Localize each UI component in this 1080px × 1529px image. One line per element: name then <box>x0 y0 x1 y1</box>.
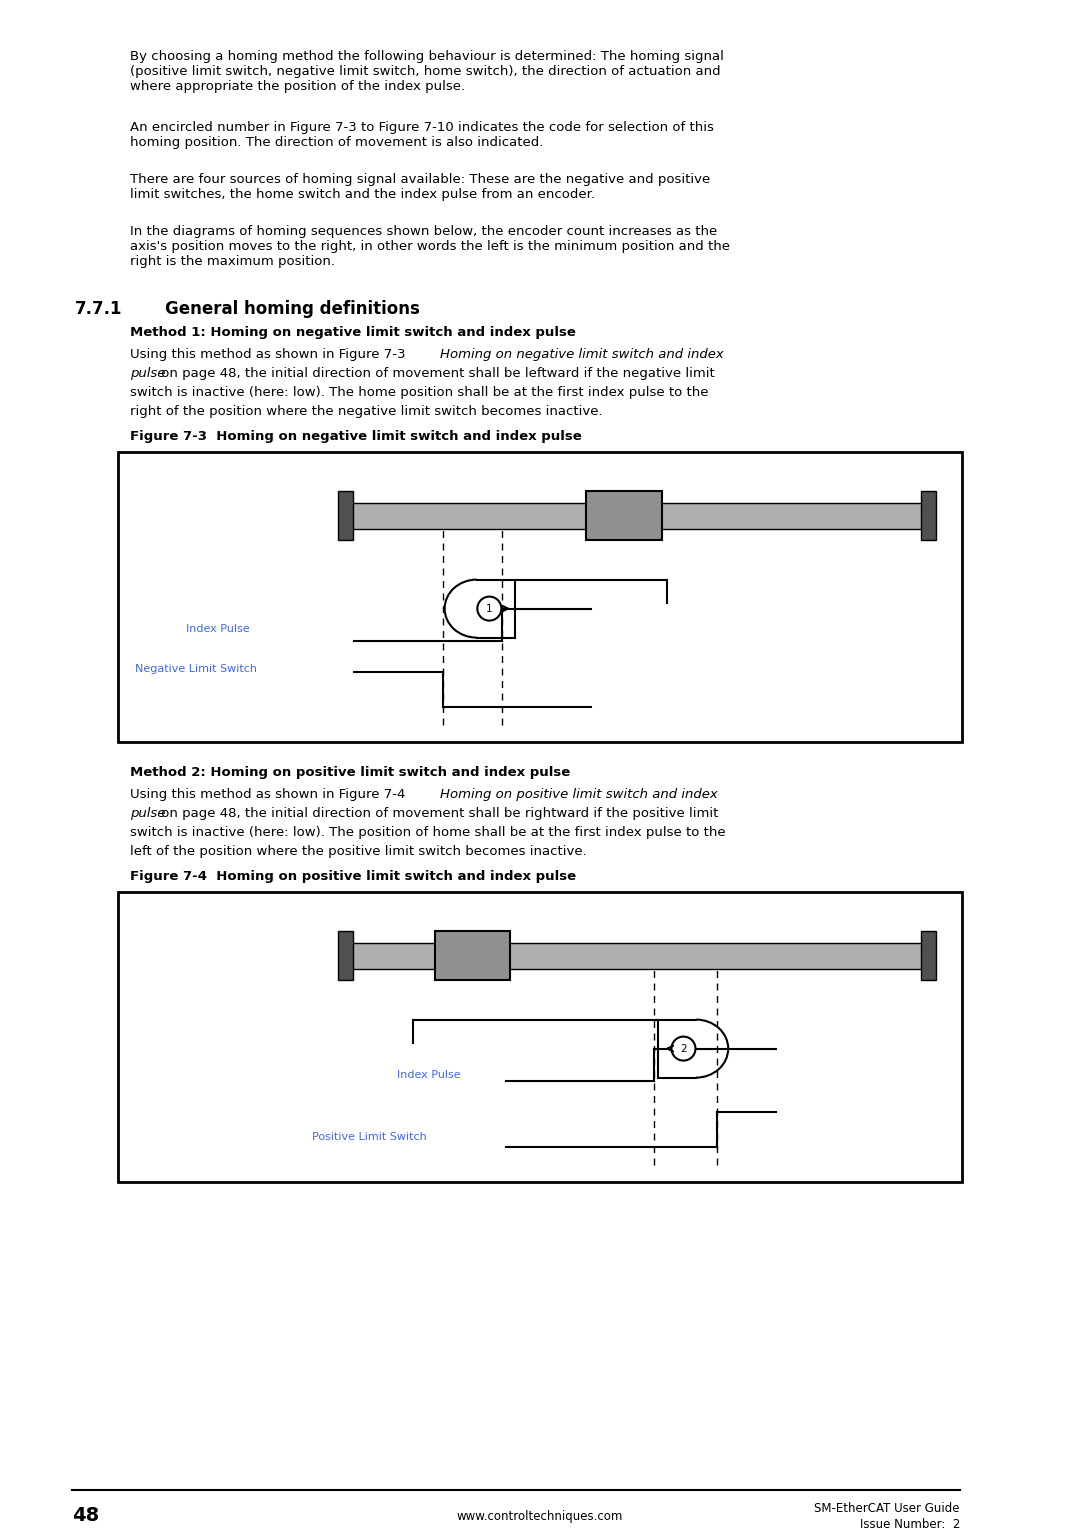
Bar <box>346 503 928 529</box>
Text: Method 2: Homing on positive limit switch and index pulse: Method 2: Homing on positive limit switc… <box>130 766 570 778</box>
Text: By choosing a homing method the following behaviour is determined: The homing si: By choosing a homing method the followin… <box>130 50 724 93</box>
Text: Issue Number:  2: Issue Number: 2 <box>860 1518 960 1529</box>
Text: General homing definitions: General homing definitions <box>165 300 420 318</box>
Bar <box>920 491 936 540</box>
Text: 2: 2 <box>680 1044 687 1053</box>
Bar <box>338 491 353 540</box>
Bar <box>118 453 962 742</box>
Circle shape <box>477 596 501 621</box>
Text: In the diagrams of homing sequences shown below, the encoder count increases as : In the diagrams of homing sequences show… <box>130 225 730 268</box>
Text: Index Pulse: Index Pulse <box>186 624 249 635</box>
Text: 1: 1 <box>486 604 492 613</box>
Text: Positive Limit Switch: Positive Limit Switch <box>312 1131 427 1142</box>
Text: Negative Limit Switch: Negative Limit Switch <box>135 665 257 674</box>
Bar <box>920 931 936 980</box>
Circle shape <box>672 1037 696 1061</box>
Text: SM-EtherCAT User Guide: SM-EtherCAT User Guide <box>814 1501 960 1515</box>
Text: Figure 7-3  Homing on negative limit switch and index pulse: Figure 7-3 Homing on negative limit swit… <box>130 430 582 443</box>
Text: 48: 48 <box>72 1506 99 1524</box>
Text: on page 48, the initial direction of movement shall be leftward if the negative : on page 48, the initial direction of mov… <box>157 367 715 381</box>
Text: There are four sources of homing signal available: These are the negative and po: There are four sources of homing signal … <box>130 173 711 200</box>
Bar <box>338 931 353 980</box>
Bar <box>586 491 662 540</box>
Text: Index Pulse: Index Pulse <box>396 1070 460 1079</box>
Text: Homing on negative limit switch and index: Homing on negative limit switch and inde… <box>440 349 724 361</box>
Text: www.controltechniques.com: www.controltechniques.com <box>457 1511 623 1523</box>
Text: left of the position where the positive limit switch becomes inactive.: left of the position where the positive … <box>130 846 586 858</box>
Text: Homing on positive limit switch and index: Homing on positive limit switch and inde… <box>440 787 718 801</box>
Bar <box>118 891 962 1182</box>
Text: pulse: pulse <box>130 807 165 820</box>
Text: on page 48, the initial direction of movement shall be rightward if the positive: on page 48, the initial direction of mov… <box>157 807 718 820</box>
Text: Method 1: Homing on negative limit switch and index pulse: Method 1: Homing on negative limit switc… <box>130 326 576 339</box>
Text: switch is inactive (here: low). The position of home shall be at the first index: switch is inactive (here: low). The posi… <box>130 826 726 839</box>
Bar <box>434 931 511 980</box>
Bar <box>346 943 928 969</box>
Text: An encircled number in Figure 7-3 to Figure 7-10 indicates the code for selectio: An encircled number in Figure 7-3 to Fig… <box>130 121 714 148</box>
Text: right of the position where the negative limit switch becomes inactive.: right of the position where the negative… <box>130 405 603 417</box>
Text: Figure 7-4  Homing on positive limit switch and index pulse: Figure 7-4 Homing on positive limit swit… <box>130 870 576 884</box>
Text: 7.7.1: 7.7.1 <box>75 300 122 318</box>
Text: Using this method as shown in Figure 7-4: Using this method as shown in Figure 7-4 <box>130 787 414 801</box>
Text: Using this method as shown in Figure 7-3: Using this method as shown in Figure 7-3 <box>130 349 414 361</box>
Text: switch is inactive (here: low). The home position shall be at the first index pu: switch is inactive (here: low). The home… <box>130 385 708 399</box>
Text: pulse: pulse <box>130 367 165 381</box>
